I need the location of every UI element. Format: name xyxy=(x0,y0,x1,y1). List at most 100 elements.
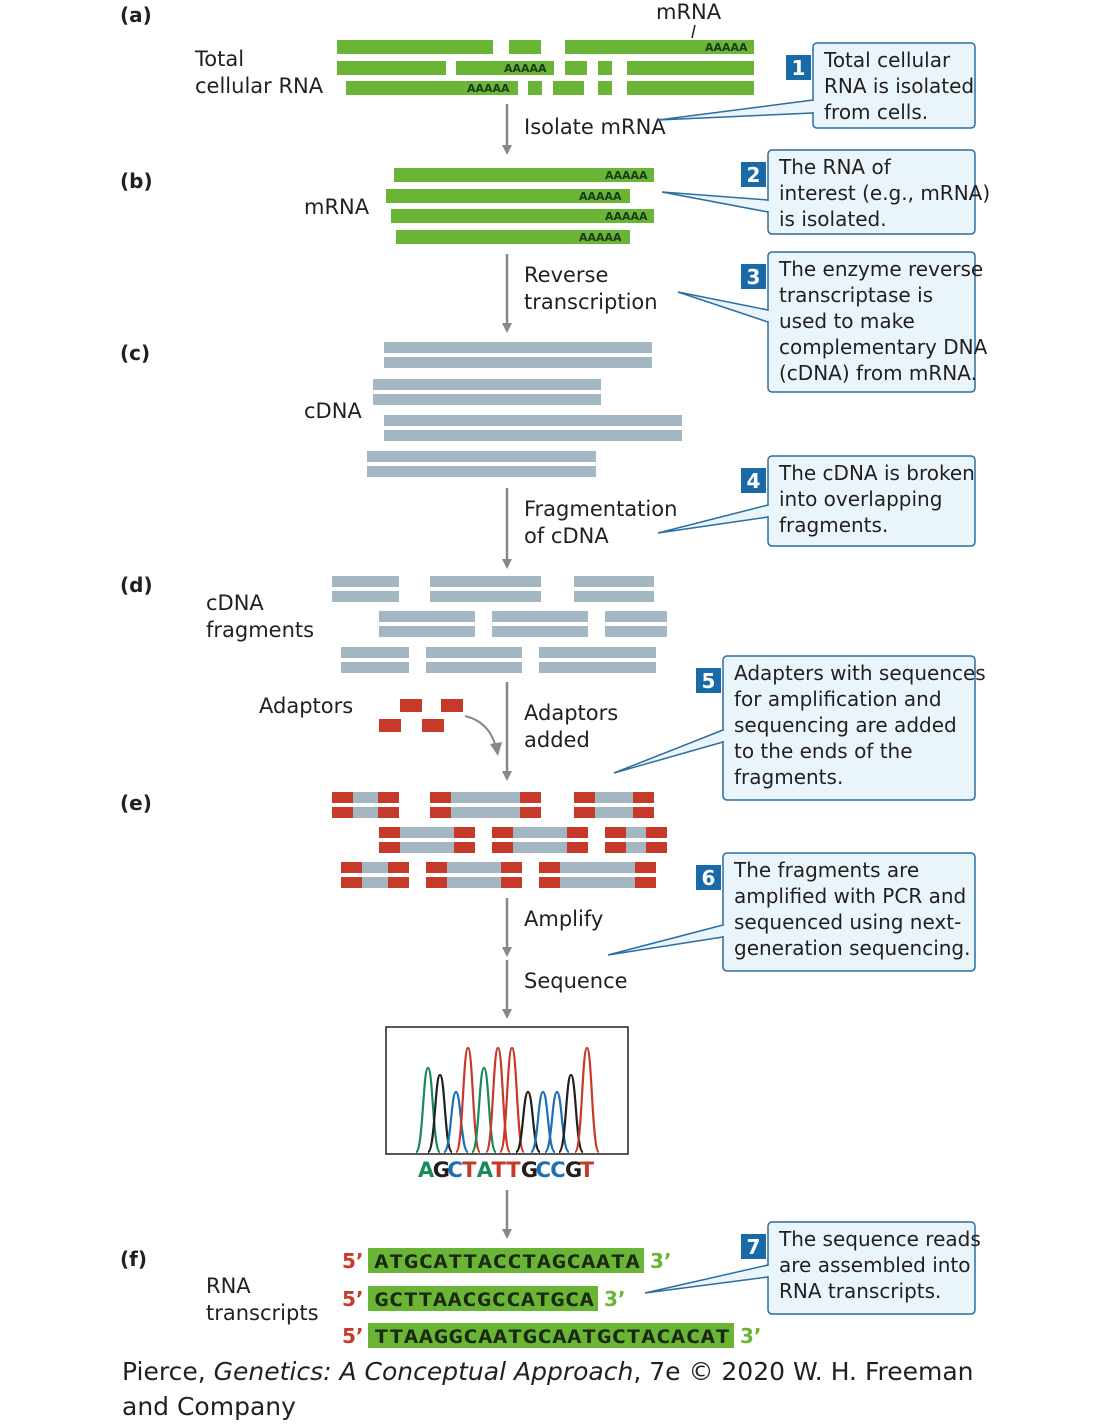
chromatogram-peak xyxy=(414,1066,442,1154)
rna-strand xyxy=(565,40,754,54)
chromatogram-peaks xyxy=(414,1046,601,1154)
panel-label-f: (f) xyxy=(120,1247,147,1271)
adaptor-end xyxy=(388,877,409,888)
rna-strand xyxy=(627,61,754,75)
rna-transcript-reads: 5’ ATGCATTACCTAGCAATA 3’ 5’ GCTTAACGCCATGCA 3… xyxy=(342,1248,762,1348)
adaptor-end xyxy=(567,842,588,853)
adaptor-end xyxy=(635,862,656,873)
chromatogram-peak xyxy=(498,1046,526,1154)
step-number-box xyxy=(786,55,811,80)
callout-box xyxy=(812,42,976,129)
adaptor-end xyxy=(379,842,400,853)
base-call: T xyxy=(580,1158,595,1182)
callout-box xyxy=(767,251,976,393)
adaptor-end xyxy=(378,792,399,803)
cdna-fragment xyxy=(605,611,667,622)
read-bar xyxy=(368,1323,734,1348)
step-number-box xyxy=(741,468,766,493)
transcript-read: 5’ GCTTAACGCCATGCA 3’ xyxy=(342,1286,626,1311)
callout-text-line: fragments. xyxy=(779,513,888,537)
fragment-strand xyxy=(539,862,656,873)
five-prime-end: 5’ xyxy=(342,1287,364,1311)
adapted-fragment xyxy=(539,862,656,888)
step-number: 6 xyxy=(702,866,716,890)
fragment-strand xyxy=(539,877,656,888)
callout-text-line: generation sequencing. xyxy=(734,936,970,960)
read-sequence: TTAAGGCAATGCAATGCTACACAT xyxy=(374,1326,730,1348)
cdna-fragment xyxy=(332,591,399,602)
step-reverse-line2: transcription xyxy=(524,290,658,314)
fragment-strand xyxy=(341,862,409,873)
cdna-fragment xyxy=(492,611,588,622)
adaptor-end xyxy=(539,862,560,873)
mrna-strand xyxy=(386,189,630,203)
callout-text-line: amplified with PCR and xyxy=(734,884,966,908)
polya-tail: AAAAA xyxy=(579,231,622,244)
callout-text-line: (cDNA) from mRNA. xyxy=(779,361,977,385)
rna-strand xyxy=(337,40,493,54)
mrna-strand xyxy=(396,230,630,244)
read-sequence: GCTTAACGCCATGCA xyxy=(374,1289,595,1311)
base-call: G xyxy=(521,1158,538,1182)
adaptor-end xyxy=(633,807,654,818)
callout-text-line: into overlapping xyxy=(779,487,942,511)
callout-text-line: sequenced using next- xyxy=(734,910,961,934)
callout-text-line: interest (e.g., mRNA) xyxy=(779,181,990,205)
callout-box xyxy=(722,852,976,972)
adaptor xyxy=(422,719,444,732)
rna-strand xyxy=(509,40,541,54)
cdna-fragments xyxy=(332,576,667,673)
callout-pointer xyxy=(661,191,769,213)
callout-text-line: Total cellular xyxy=(823,48,951,72)
adaptor-end xyxy=(501,877,522,888)
adaptor-curved-arrowhead xyxy=(490,742,502,756)
cdna-fragment xyxy=(539,662,656,673)
step-amplify: Amplify xyxy=(524,907,603,931)
cdna-fragment xyxy=(379,626,475,637)
cdna-strand xyxy=(373,394,601,405)
adapted-fragment xyxy=(605,827,667,853)
adapted-fragment xyxy=(341,862,409,888)
step-number: 1 xyxy=(792,56,806,80)
adaptor-end xyxy=(539,877,560,888)
adaptor-end xyxy=(378,807,399,818)
read-sequence: ATGCATTACCTAGCAATA xyxy=(374,1251,641,1273)
total-rna-strands xyxy=(337,40,754,95)
adaptor-end xyxy=(646,842,667,853)
callout-text-line: for amplification and xyxy=(734,687,942,711)
cdna-fragment xyxy=(492,626,588,637)
polya-tail: AAAAA xyxy=(605,210,648,223)
callout-text-line: sequencing are added xyxy=(734,713,957,737)
fragment-strand xyxy=(341,877,409,888)
panel-label-b: (b) xyxy=(120,169,153,193)
fragment-strand xyxy=(605,827,667,838)
total-rna-label-line2: cellular RNA xyxy=(195,74,324,98)
callout-pointer xyxy=(677,291,769,323)
adaptor-end xyxy=(635,877,656,888)
rna-strand xyxy=(598,81,612,95)
step-isolate-mrna: Isolate mRNA xyxy=(524,115,666,139)
cdna-strand xyxy=(384,342,652,353)
cdna-strand xyxy=(384,357,652,368)
cdna-label: cDNA xyxy=(304,399,362,423)
cdna-fragment xyxy=(341,662,409,673)
chromatogram-peak xyxy=(573,1046,601,1154)
adaptor-end xyxy=(605,842,626,853)
adaptor-end xyxy=(605,827,626,838)
step-number: 4 xyxy=(747,469,761,493)
polya-tail: AAAAA xyxy=(705,41,748,54)
adaptor-end xyxy=(332,807,353,818)
polya-tail: AAAAA xyxy=(467,82,510,95)
adaptor-end xyxy=(574,807,595,818)
credit-title: Genetics: A Conceptual Approach xyxy=(213,1357,634,1386)
fragment-strand xyxy=(492,827,588,838)
cdna-strand xyxy=(367,466,596,477)
rna-strand xyxy=(553,81,584,95)
cdna-fragment xyxy=(430,576,541,587)
callout-pointer xyxy=(644,1264,769,1294)
fragment-strand xyxy=(605,842,667,853)
callout-text-line: The sequence reads xyxy=(778,1227,981,1251)
